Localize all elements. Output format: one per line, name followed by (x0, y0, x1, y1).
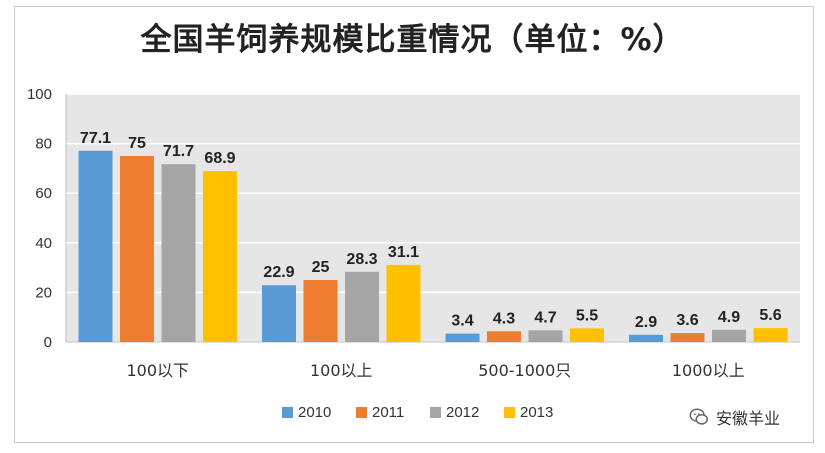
watermark-text: 安徽羊业 (716, 409, 781, 428)
legend-swatch (504, 407, 515, 418)
wechat-icon (689, 408, 708, 425)
bar (386, 264, 421, 342)
y-tick-label: 80 (35, 136, 52, 153)
data-label: 3.6 (676, 312, 698, 329)
data-label: 4.3 (493, 310, 515, 327)
legend-swatch (430, 407, 441, 418)
x-tick-label: 100以上 (310, 361, 373, 380)
y-tick-label: 60 (35, 185, 52, 202)
x-tick-label: 100以下 (126, 361, 189, 380)
bar (203, 171, 237, 342)
bar (303, 280, 338, 342)
data-label: 31.1 (388, 244, 419, 261)
legend-label: 2011 (372, 404, 404, 421)
legend-swatch (356, 407, 367, 418)
bar (120, 156, 154, 342)
x-tick-label: 1000以上 (672, 361, 745, 380)
data-label: 28.3 (346, 251, 377, 268)
legend-label: 2013 (520, 404, 553, 421)
data-label: 71.7 (163, 143, 194, 160)
legend-label: 2012 (446, 404, 479, 421)
data-label: 68.9 (204, 150, 235, 167)
bar (629, 334, 663, 342)
bar (670, 333, 705, 342)
bar (78, 150, 113, 342)
legend-swatch (282, 407, 293, 418)
bar (753, 328, 788, 342)
data-label: 2.9 (635, 314, 657, 331)
chart-title: 全国羊饲养规模比重情况（单位：%） (140, 22, 685, 58)
bar (570, 328, 604, 342)
bar (712, 329, 746, 342)
x-tick-label: 500-1000只 (478, 361, 571, 380)
data-label: 25 (312, 259, 330, 276)
y-tick-label: 40 (35, 235, 52, 252)
legend-label: 2010 (298, 404, 331, 421)
bar (487, 331, 521, 342)
data-label: 5.5 (576, 307, 598, 324)
bar (445, 333, 480, 342)
y-tick-label: 0 (44, 334, 52, 351)
data-label: 75 (128, 135, 146, 152)
data-label: 4.9 (718, 309, 740, 326)
bar (161, 164, 196, 342)
data-label: 4.7 (534, 309, 556, 326)
watermark: 安徽羊业 (688, 404, 780, 430)
data-label: 3.4 (451, 313, 473, 330)
data-label: 77.1 (80, 130, 111, 147)
data-label: 22.9 (263, 264, 294, 281)
y-tick-label: 100 (27, 86, 52, 103)
bar (528, 330, 563, 342)
y-tick-label: 20 (35, 284, 52, 301)
bar (262, 285, 296, 342)
data-label: 5.6 (759, 307, 781, 324)
bar (345, 271, 379, 342)
